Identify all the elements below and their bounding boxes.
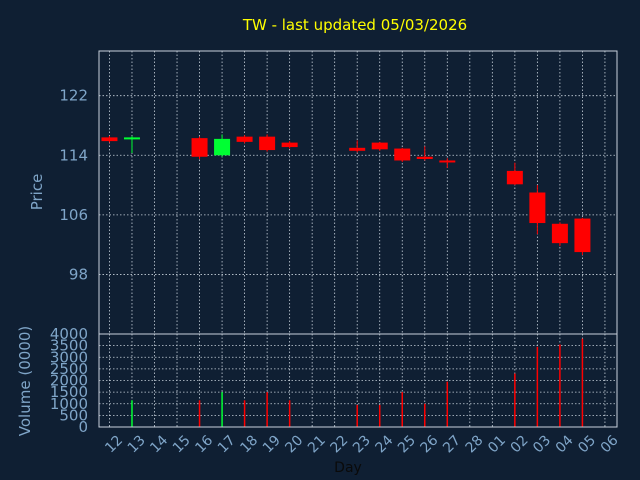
volume-bar — [198, 400, 201, 427]
x-tick-label: 26 — [418, 432, 442, 456]
volume-bar — [424, 403, 426, 427]
candle-body — [506, 170, 523, 185]
price-tick-label: 98 — [69, 265, 88, 283]
volume-tick-label: 0 — [78, 418, 88, 436]
x-tick-label: 18 — [237, 432, 261, 456]
candle-body — [101, 137, 118, 142]
x-tick-label: 04 — [553, 432, 577, 456]
candle-body — [416, 156, 433, 159]
x-tick-label: 06 — [598, 432, 622, 456]
x-tick-label: 16 — [192, 432, 216, 456]
x-tick-label: 27 — [440, 432, 464, 456]
price-tick-label: 106 — [59, 206, 88, 224]
volume-tick-label: 4000 — [50, 325, 88, 343]
volume-tick-label: 500 — [59, 406, 88, 424]
volume-bar — [446, 381, 449, 427]
volume-bar — [514, 373, 516, 427]
x-axis-label: Day — [334, 460, 362, 476]
volume-tick-label: 3500 — [50, 337, 88, 355]
price-axis-label: Price — [28, 174, 46, 211]
x-tick-label: 12 — [102, 432, 126, 456]
x-tick-label: 01 — [485, 432, 509, 456]
x-tick-label: 20 — [282, 432, 306, 456]
volume-tick-label: 3000 — [50, 348, 88, 366]
candle-body — [349, 147, 366, 151]
candle-body — [259, 136, 276, 151]
volume-bar — [356, 404, 358, 427]
volume-tick-label: 2000 — [50, 372, 88, 390]
price-y-ticks: 98 106 114 122 — [59, 87, 88, 284]
volume-bar — [266, 392, 268, 427]
x-tick-label: 14 — [147, 432, 171, 456]
volume-panel-frame — [98, 333, 618, 428]
volume-bar — [131, 400, 133, 427]
volume-bar — [288, 400, 291, 427]
x-ticks: 1213141516171819202122232425262728010203… — [102, 432, 621, 456]
candle-body — [214, 138, 231, 156]
volume-bar — [581, 338, 584, 427]
x-tick-label: 22 — [328, 432, 352, 456]
x-tick-label: 15 — [170, 432, 194, 456]
x-tick-label: 21 — [305, 432, 329, 456]
candle-body — [394, 148, 411, 161]
volume-bar — [243, 400, 246, 427]
chart-title: TW - last updated 05/03/2026 — [242, 16, 467, 34]
volume-grid — [99, 334, 617, 427]
x-tick-label: 03 — [530, 432, 554, 456]
x-tick-label: 24 — [373, 432, 397, 456]
volume-bar — [221, 392, 223, 427]
candle-body — [574, 218, 591, 253]
candle-body — [191, 138, 208, 157]
candle-body — [551, 223, 568, 244]
x-tick-label: 28 — [463, 432, 487, 456]
volume-axis-label: Volume (0000) — [16, 326, 34, 436]
candle-body — [371, 142, 388, 150]
volume-bar — [559, 344, 561, 427]
volume-bars — [131, 338, 584, 427]
candle-body — [281, 142, 298, 148]
price-tick-label: 122 — [59, 87, 88, 105]
x-tick-label: 19 — [260, 432, 284, 456]
volume-bar — [401, 392, 403, 427]
volume-tick-label: 1500 — [50, 383, 88, 401]
x-tick-label: 13 — [125, 432, 149, 456]
candle-body — [123, 137, 140, 140]
volume-bar — [378, 404, 381, 427]
x-tick-label: 17 — [215, 432, 239, 456]
candle-body — [439, 160, 456, 163]
volume-bar — [536, 346, 539, 427]
x-tick-label: 23 — [350, 432, 374, 456]
x-tick-label: 02 — [508, 432, 532, 456]
candle-body — [529, 192, 546, 224]
volume-tick-label: 1000 — [50, 395, 88, 413]
x-tick-label: 25 — [395, 432, 419, 456]
candle-body — [236, 136, 253, 142]
volume-tick-label: 2500 — [50, 360, 88, 378]
x-tick-label: 05 — [575, 432, 599, 456]
price-tick-label: 114 — [59, 146, 88, 164]
candlesticks — [101, 134, 591, 256]
